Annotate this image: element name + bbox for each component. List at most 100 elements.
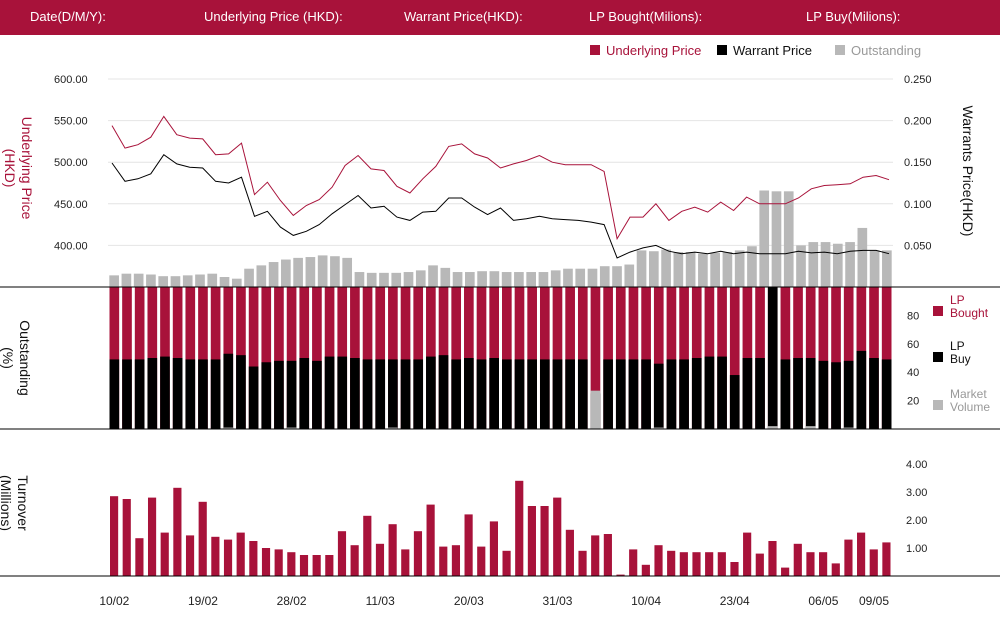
market-volume-bar [653,427,664,429]
outstanding-bar [661,249,671,287]
turnover-bar [325,555,334,576]
outstanding-bar [771,191,782,287]
x-tick-label: 10/02 [99,594,129,608]
lp-bought-bar [400,287,411,429]
lp-buy-bar [502,359,512,429]
turnover-bar [641,564,650,576]
outstanding-tick-label: 20 [907,396,919,408]
lp-buy-label: LP Buy(Milions): [806,9,901,24]
lp-bought-bar [514,287,525,429]
turnover-bar [274,549,283,576]
lp-bought-bar [198,287,208,429]
right-tick-label: 0.250 [904,74,932,86]
turnover-tick-label: 1.00 [906,543,927,555]
lp-buy-bar [476,359,487,429]
turnover-bar [160,532,169,576]
underlying-price-line [111,115,890,241]
outstanding-bar [293,257,303,287]
lp-buy-bar [767,287,778,429]
turnover-bar [844,539,853,576]
lp-buy-bar [350,358,360,429]
turnover-bar [540,506,549,576]
turnover-bar [717,552,726,576]
market-volume-bar [388,427,398,429]
x-tick-label: 10/04 [631,594,661,608]
turnover-bar [185,535,195,576]
lp-bought-bar [653,287,664,429]
lp-bought-bar [590,287,601,429]
market-volume-bar [767,426,778,429]
outstanding-bar [747,246,757,287]
legend-label: Underlying Price [606,43,701,58]
outstanding-bar [845,242,855,287]
lp-buy-bar [577,359,588,429]
market-volume-bar [286,427,297,429]
lp-bought-bar [818,287,829,429]
lp-buy-bar [805,358,816,429]
x-tick-label: 09/05 [859,594,889,608]
left-tick-label: 600.00 [54,74,88,86]
lp-bought-bar [476,287,487,429]
turnover-bar [616,574,625,576]
warrant-price-label: Warrant Price(HKD): [404,9,523,24]
lp-bought-bar [286,287,297,429]
turnover-bar [882,542,891,576]
outstanding-legend-label: LP Buy [950,339,971,366]
turnover-bar [299,555,309,576]
lp-buy-bar [856,350,867,429]
lp-bought-bar [248,287,259,429]
lp-bought-bar [502,287,512,429]
lp-bought-bar [451,287,462,429]
market-volume-bar [843,427,854,429]
right-tick-label: 0.100 [904,199,932,211]
outstanding-bar [550,270,561,287]
right-tick-label: 0.050 [904,240,932,252]
outstanding-bar [170,276,181,287]
turnover-bar [426,504,435,576]
outstanding-bar [268,262,279,287]
x-tick-label: 11/03 [366,594,395,608]
outstanding-bar [465,272,475,287]
lp-buy-bar [704,356,715,429]
lp-bought-bar [843,287,854,429]
outstanding-bar [599,266,610,287]
outstanding-legend-label: Market Volume [950,387,990,414]
lp-buy-bar [286,360,297,429]
lp-bought-bar [109,287,120,429]
turnover-bar [147,497,157,576]
outstanding-bar [869,250,880,287]
turnover-bar [603,534,612,576]
legend-swatch [717,45,727,55]
lp-buy-bar [615,359,626,429]
outstanding-bar [575,268,586,287]
turnover-bar [312,555,321,576]
turnover-bar [388,524,397,576]
lp-bought-bar [312,287,322,429]
outstanding-bar [158,276,169,287]
lp-buy-bar [375,359,386,429]
turnover-bar [565,529,574,576]
outstanding-bar [722,252,733,287]
lp-buy-bar [881,359,892,429]
lp-bought-bar [261,287,272,429]
lp-bought-bar [210,287,221,429]
lp-bought-bar [881,287,892,429]
legend-swatch [835,45,845,55]
lp-bought-bar [122,287,132,429]
turnover-bar [502,550,511,576]
lp-buy-bar [742,358,753,429]
left-tick-label: 450.00 [54,199,88,211]
outstanding-bar [415,270,426,287]
lp-buy-bar [236,355,246,429]
turnover-bar [350,545,359,576]
turnover-tick-label: 3.00 [906,487,927,499]
turnover-bar [654,545,663,576]
lp-buy-bar [691,358,702,429]
turnover-bar [679,552,688,576]
left-tick-label: 500.00 [54,157,88,169]
turnover-bar [553,497,562,576]
lp-buy-bar [818,360,829,429]
turnover-bar [135,538,144,576]
lp-bought-bar [185,287,196,429]
